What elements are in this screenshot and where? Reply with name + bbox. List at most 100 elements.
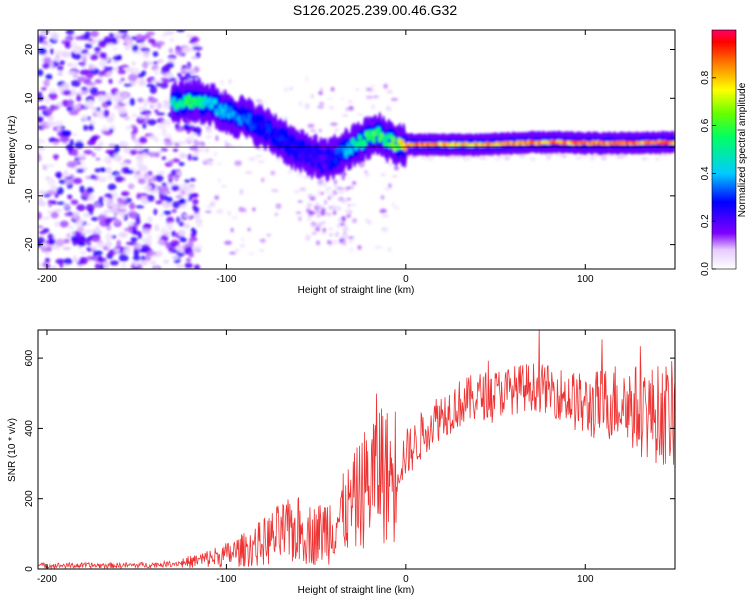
- heatmap-cell: [275, 157, 283, 162]
- heatmap-cell: [86, 187, 94, 194]
- heatmap-cell: [42, 261, 48, 268]
- heatmap-cell: [504, 155, 511, 160]
- heatmap-cell: [328, 105, 335, 110]
- heatmap-cell: [123, 248, 132, 255]
- heatmap-cell: [87, 197, 94, 202]
- heatmap-cell: [45, 108, 54, 115]
- heatmap-cell: [116, 197, 123, 203]
- heatmap-ridge-cell: [391, 136, 396, 143]
- snr-y-tick-label: 600: [24, 349, 35, 366]
- heatmap-cell: [76, 154, 87, 158]
- heatmap-cell: [38, 147, 46, 151]
- heatmap-cell: [333, 179, 338, 185]
- spectrogram-x-tick-label: 100: [577, 274, 594, 285]
- heatmap-cell: [68, 110, 79, 116]
- heatmap-cell: [137, 72, 145, 79]
- heatmap-cell: [133, 243, 143, 249]
- heatmap-cell: [86, 82, 96, 86]
- heatmap-cell: [54, 120, 65, 126]
- heatmap-cell: [167, 173, 174, 181]
- heatmap-cell: [172, 148, 179, 152]
- heatmap-cell: [105, 233, 113, 241]
- heatmap-cell: [45, 73, 53, 80]
- heatmap-cell: [108, 143, 116, 148]
- snr-y-tick-label: 400: [24, 420, 35, 437]
- heatmap-cell: [114, 218, 120, 225]
- heatmap-cell: [257, 159, 265, 164]
- heatmap-cell: [38, 236, 45, 244]
- heatmap-cell: [107, 183, 117, 191]
- heatmap-cell: [123, 115, 131, 121]
- heatmap-cell: [105, 72, 113, 76]
- heatmap-cell: [160, 227, 166, 235]
- heatmap-cell: [333, 210, 337, 216]
- heatmap-cell: [497, 155, 504, 159]
- heatmap-cell: [192, 126, 202, 134]
- colorbar-tick-label: 0.2: [700, 214, 711, 228]
- heatmap-cell: [133, 173, 143, 180]
- heatmap-cell: [71, 41, 77, 50]
- heatmap-cell: [139, 47, 150, 51]
- heatmap-cell: [94, 225, 101, 234]
- heatmap-cell: [77, 62, 86, 66]
- heatmap-cell: [94, 263, 100, 269]
- heatmap-cell: [138, 115, 144, 119]
- heatmap-cell: [259, 249, 265, 252]
- heatmap-cell: [72, 255, 77, 263]
- heatmap-cell: [98, 242, 105, 249]
- heatmap-cell: [93, 202, 101, 208]
- heatmap-cell: [129, 149, 138, 156]
- heatmap-cell: [83, 212, 90, 218]
- heatmap-cell: [83, 124, 89, 131]
- heatmap-cell: [529, 156, 536, 162]
- heatmap-cell: [330, 86, 335, 92]
- heatmap-cell: [380, 172, 387, 177]
- heatmap-cell: [162, 79, 171, 83]
- heatmap-cell: [81, 56, 87, 65]
- heatmap-cell: [77, 241, 86, 247]
- heatmap-cell: [166, 216, 175, 224]
- heatmap-cell: [87, 241, 92, 247]
- heatmap-cell: [325, 212, 330, 216]
- heatmap-cell: [140, 255, 147, 261]
- heatmap-cell: [118, 253, 129, 262]
- heatmap-cell: [64, 176, 73, 180]
- snr-y-tick-label: 0: [24, 566, 35, 572]
- heatmap-cell: [65, 30, 75, 36]
- heatmap-cell: [187, 153, 193, 161]
- heatmap-cell: [154, 137, 159, 143]
- snr-x-tick-label: 100: [577, 574, 594, 585]
- heatmap-cell: [146, 194, 155, 202]
- heatmap-cell: [125, 125, 131, 131]
- heatmap-cell: [224, 139, 228, 144]
- heatmap-cell: [390, 97, 399, 102]
- heatmap-cell: [185, 72, 191, 77]
- heatmap-cell: [79, 250, 87, 255]
- heatmap-cell: [341, 114, 349, 117]
- heatmap-cell: [87, 38, 94, 42]
- heatmap-cell: [600, 156, 607, 161]
- heatmap-cell: [42, 193, 52, 198]
- heatmap-cell: [283, 116, 288, 121]
- heatmap-cell: [117, 107, 127, 116]
- heatmap-cell: [660, 153, 671, 157]
- heatmap-cell: [66, 233, 71, 239]
- heatmap-cell: [247, 252, 255, 255]
- heatmap-cell: [83, 149, 93, 155]
- heatmap-ridge-cell: [327, 161, 332, 168]
- heatmap-cell: [66, 161, 77, 168]
- heatmap-cell: [166, 62, 175, 69]
- heatmap-cell: [161, 120, 166, 126]
- colorbar-tick-label: 0.0: [700, 262, 711, 276]
- colorbar-tick-label: 0.4: [700, 166, 711, 180]
- heatmap-cell: [330, 122, 338, 126]
- heatmap-cell: [159, 212, 164, 218]
- heatmap-cell: [177, 245, 182, 252]
- heatmap-cell: [190, 227, 196, 232]
- heatmap-cell: [113, 153, 120, 161]
- heatmap-cell: [109, 260, 119, 266]
- heatmap-cell: [120, 210, 126, 219]
- heatmap-cell: [104, 93, 113, 101]
- heatmap-cell: [38, 142, 42, 147]
- colorbar-tick-label: 0.6: [700, 118, 711, 132]
